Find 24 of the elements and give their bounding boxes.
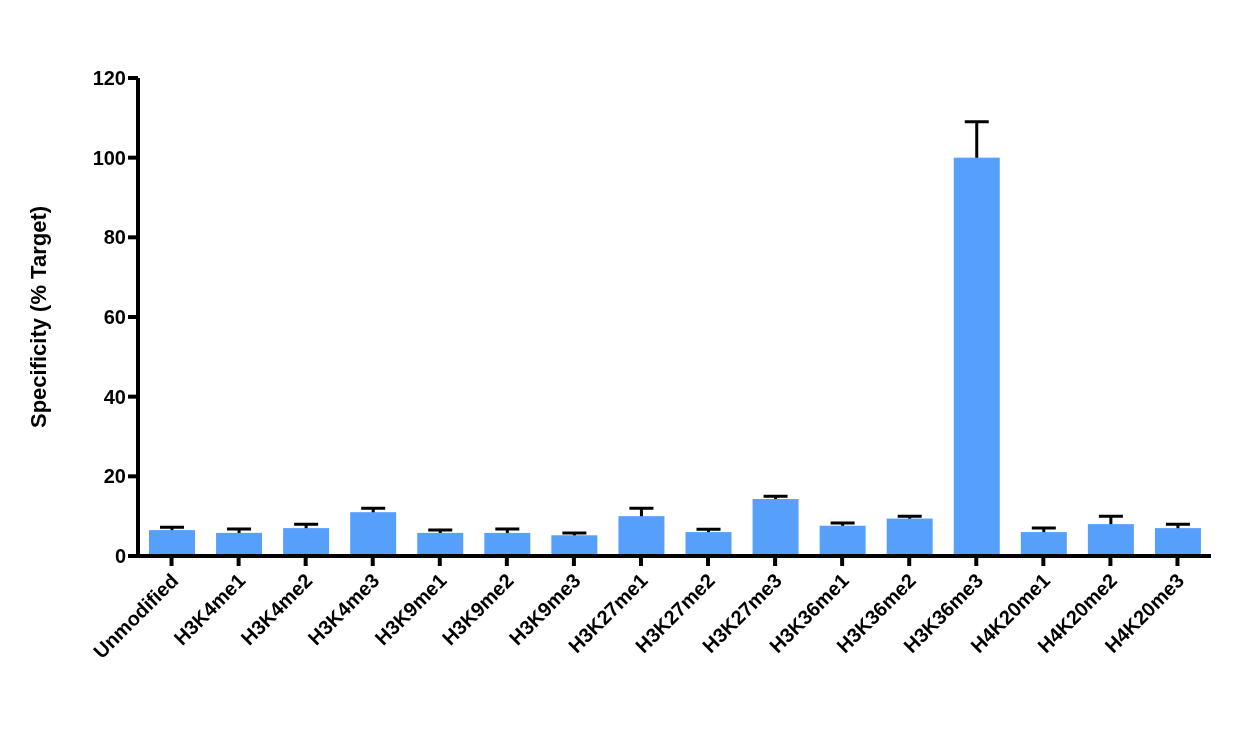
y-tick-label: 20 bbox=[103, 465, 126, 488]
bar bbox=[1087, 524, 1134, 556]
bar bbox=[1020, 532, 1067, 556]
bar bbox=[752, 499, 799, 556]
bar bbox=[618, 516, 665, 556]
bar bbox=[417, 532, 464, 556]
y-tick-label: 40 bbox=[103, 385, 126, 408]
bar bbox=[953, 157, 1000, 556]
bar bbox=[283, 528, 330, 556]
bar bbox=[1154, 528, 1201, 556]
bar bbox=[886, 518, 933, 556]
y-tick-label: 80 bbox=[103, 226, 126, 249]
y-tick-label: 60 bbox=[103, 306, 126, 329]
bar bbox=[819, 525, 866, 556]
bar bbox=[685, 532, 732, 556]
bar bbox=[149, 530, 195, 556]
bar bbox=[216, 532, 263, 556]
y-tick-label: 120 bbox=[92, 67, 126, 90]
y-axis-title: Specificity (% Target) bbox=[25, 205, 51, 429]
y-tick-label: 100 bbox=[92, 146, 126, 169]
bar bbox=[551, 535, 598, 556]
bar bbox=[350, 512, 397, 556]
y-tick-label: 0 bbox=[114, 545, 126, 568]
bar bbox=[484, 532, 531, 556]
